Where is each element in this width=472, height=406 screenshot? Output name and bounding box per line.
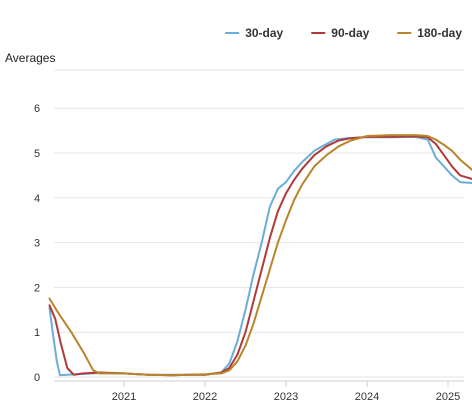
y-tick-label-0: 0 — [34, 372, 40, 384]
y-axis: 0 1 2 3 4 5 6 — [34, 103, 40, 384]
legend-label-180-day: 180-day — [417, 26, 462, 40]
x-tick-label-2021: 2021 — [112, 391, 136, 403]
x-axis: 2021 2022 2023 2024 2025 — [54, 380, 464, 403]
legend[interactable]: 30-day 90-day 180-day — [225, 26, 462, 40]
y-axis-title: Averages — [5, 51, 55, 65]
x-tick-label-2025: 2025 — [436, 391, 460, 403]
y-tick-label-6: 6 — [34, 103, 40, 115]
y-tick-label-1: 1 — [34, 327, 40, 339]
x-tick-label-2024: 2024 — [355, 391, 379, 403]
series-line-30-day — [48, 135, 472, 377]
y-tick-label-4: 4 — [34, 193, 40, 205]
x-tick-label-2022: 2022 — [193, 391, 217, 403]
y-tick-label-5: 5 — [34, 148, 40, 160]
gridlines — [54, 69, 464, 378]
y-tick-label-2: 2 — [34, 282, 40, 294]
series-line-90-day — [48, 135, 472, 377]
x-tick-label-2023: 2023 — [274, 391, 298, 403]
y-tick-label-3: 3 — [34, 238, 40, 250]
legend-label-30-day: 30-day — [245, 26, 283, 40]
legend-item-90-day[interactable]: 90-day — [311, 26, 370, 40]
series-lines — [48, 134, 472, 377]
legend-item-30-day[interactable]: 30-day — [225, 26, 284, 40]
legend-item-180-day[interactable]: 180-day — [397, 26, 462, 40]
legend-label-90-day: 90-day — [331, 26, 369, 40]
series-line-180-day — [48, 134, 472, 377]
